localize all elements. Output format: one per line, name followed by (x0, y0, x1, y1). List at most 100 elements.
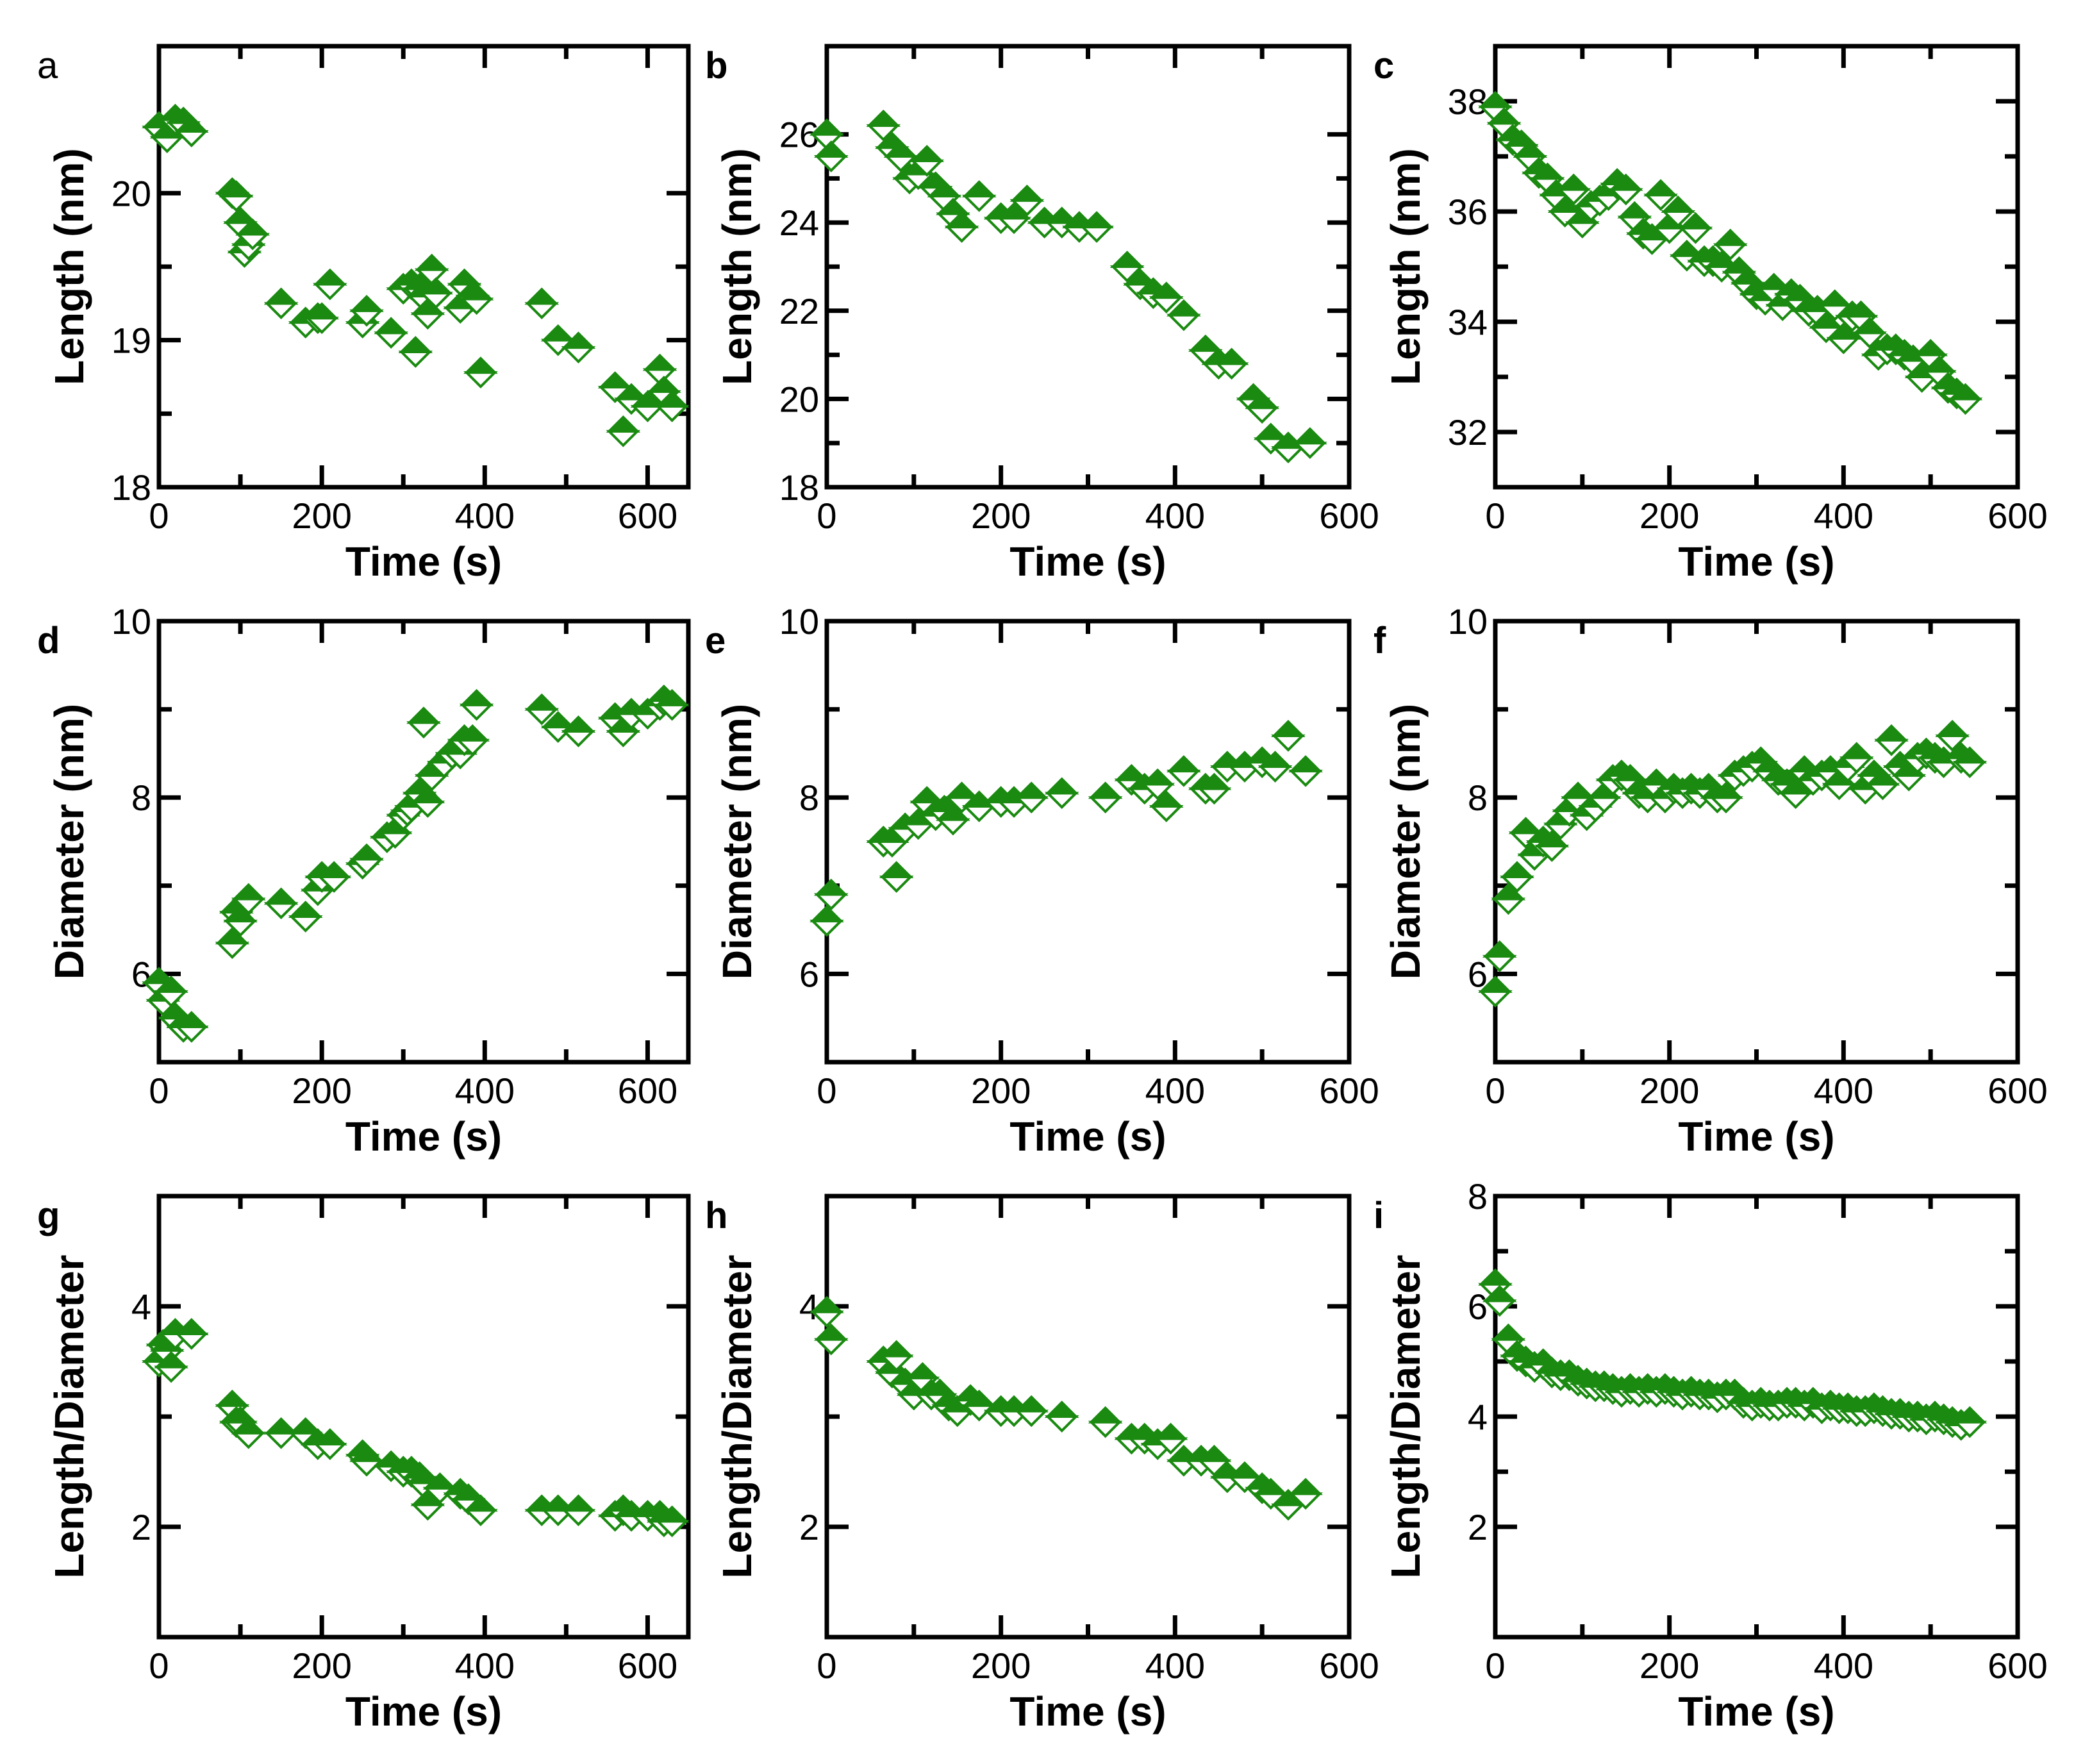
data-point-lower (1482, 954, 1517, 972)
data-point (1952, 746, 1988, 778)
data-point-lower (809, 919, 844, 937)
y-tick-label: 4 (131, 1286, 151, 1327)
x-tick-label: 0 (817, 1070, 836, 1111)
data-point-upper (1670, 239, 1704, 257)
data-point-upper (459, 283, 494, 301)
data-point-upper (1166, 299, 1201, 317)
x-tick-label: 200 (971, 1070, 1031, 1111)
y-axis-title: Length/Diameter (714, 1255, 760, 1579)
data-point-lower (1088, 1420, 1123, 1438)
data-point-upper (223, 905, 258, 922)
data-point-upper (1922, 355, 1957, 373)
data-point (1556, 173, 1591, 206)
data-point (1852, 317, 1887, 349)
x-tick-label: 200 (1640, 495, 1699, 536)
data-point (630, 390, 665, 422)
data-point (414, 253, 449, 286)
data-point-upper (1504, 129, 1539, 147)
data-point-lower (1565, 221, 1600, 239)
data-point (374, 317, 408, 349)
data-point-upper (1709, 781, 1743, 799)
data-point-upper (1731, 267, 1765, 285)
data-point-upper (1478, 90, 1513, 108)
data-point-lower (349, 1459, 384, 1477)
data-point (561, 1494, 596, 1527)
data-point (1491, 883, 1526, 915)
data-point-lower (1044, 792, 1079, 810)
data-point-upper (1547, 196, 1582, 213)
data-point-upper (1288, 1477, 1323, 1495)
data-point-upper (1839, 742, 1874, 760)
data-point (1678, 212, 1713, 244)
data-point-upper (414, 253, 449, 271)
x-axis-title: Time (s) (1009, 1688, 1166, 1735)
x-tick-label: 0 (817, 495, 836, 536)
data-point (813, 1323, 849, 1356)
y-tick-label: 32 (1448, 412, 1488, 453)
data-point-upper (1935, 720, 1970, 737)
x-axis-title: Time (s) (1678, 1113, 1834, 1160)
plot-frame (1493, 44, 2020, 490)
data-point-upper (1478, 976, 1513, 993)
data-point-upper (524, 287, 560, 305)
data-point-upper (263, 887, 299, 905)
data-point-upper (455, 724, 490, 742)
data-point (1271, 720, 1306, 752)
x-tick-label: 400 (1814, 1645, 1873, 1686)
data-point-lower (1271, 734, 1306, 752)
data-point-lower (561, 1509, 596, 1527)
data-point (909, 145, 945, 177)
data-point (463, 356, 498, 388)
plot-frame (824, 44, 1352, 490)
x-axis-title: Time (s) (345, 538, 502, 585)
data-point (1709, 781, 1743, 814)
data-point (304, 302, 339, 335)
data-point-upper (154, 976, 188, 993)
data-point-upper (174, 115, 209, 133)
data-point (1534, 830, 1570, 862)
data-point (1952, 1406, 1988, 1438)
data-point (154, 1351, 188, 1383)
panel-label: a (37, 45, 58, 87)
data-point-upper (905, 1361, 940, 1379)
data-point-upper (561, 715, 596, 733)
data-point-upper (1613, 763, 1648, 781)
data-point-upper (1530, 162, 1565, 180)
panel-label: c (1374, 45, 1394, 87)
data-point-upper (1079, 211, 1114, 229)
data-point-lower (300, 888, 335, 906)
y-axis-title: Length (nm) (714, 148, 760, 385)
data-point-lower (606, 730, 641, 747)
data-point-upper (1153, 1422, 1188, 1440)
panel-label: e (705, 620, 726, 662)
x-tick-label: 400 (455, 1070, 515, 1111)
data-point-upper (1044, 777, 1079, 795)
data-point (1214, 347, 1249, 380)
panel-label: g (37, 1195, 60, 1236)
data-point-upper (1166, 755, 1201, 772)
data-point-upper (879, 1340, 914, 1358)
data-point (813, 878, 849, 911)
data-point (1865, 768, 1900, 801)
data-point-lower (410, 312, 445, 330)
data-point-lower (1088, 796, 1123, 814)
data-point-upper (642, 353, 677, 371)
data-point (174, 1318, 209, 1350)
data-point-lower (406, 721, 441, 739)
data-point-upper (349, 1444, 384, 1462)
data-point (1245, 392, 1279, 424)
data-point-upper (647, 376, 681, 393)
data-point (597, 371, 633, 403)
data-point-lower (524, 302, 560, 320)
data-point-lower (936, 818, 970, 836)
data-point-upper (1123, 268, 1158, 286)
data-point-upper (398, 336, 433, 354)
data-point (1014, 1395, 1049, 1427)
data-point-upper (1500, 861, 1534, 879)
data-point-upper (944, 781, 979, 799)
data-point (1271, 431, 1306, 463)
data-point-lower (630, 404, 665, 422)
chart-panel-i: 0 200 400 600 2 4 6 8 Time (s) Length/Diameter i (1374, 1176, 2048, 1735)
x-tick-label: 600 (1319, 1070, 1379, 1111)
